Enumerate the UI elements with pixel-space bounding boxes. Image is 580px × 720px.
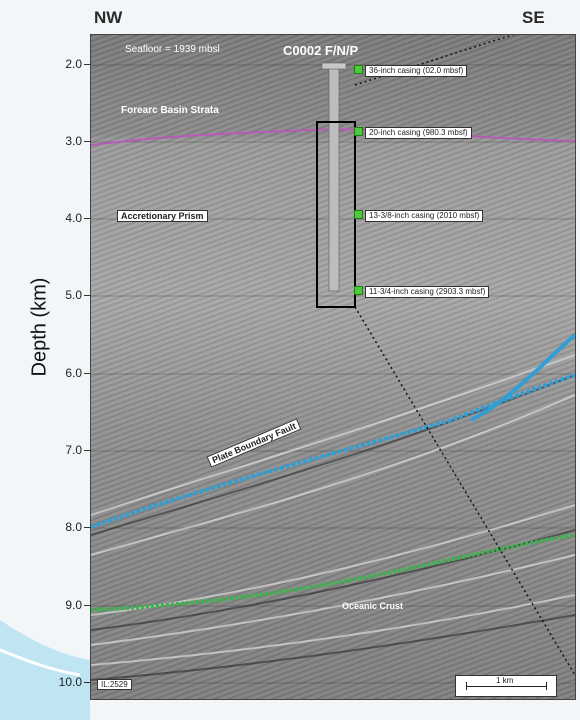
inline-id: IL:2529: [97, 679, 132, 690]
casing-marker: [354, 127, 363, 136]
forearc-horizon: [91, 128, 575, 146]
direction-se: SE: [522, 8, 545, 27]
guide-line-bottom: [354, 306, 575, 676]
tick-mark: [84, 141, 90, 142]
tick-8: 8.0: [65, 520, 82, 534]
tick-6: 6.0: [65, 366, 82, 380]
decorative-swoosh: [0, 620, 90, 720]
tick-mark: [84, 64, 90, 65]
tick-3: 3.0: [65, 134, 82, 148]
well-name: C0002 F/N/P: [283, 43, 359, 58]
tick-mark: [84, 295, 90, 296]
scale-cap: [546, 682, 547, 690]
seafloor-label: Seafloor = 1939 mbsl: [125, 44, 220, 55]
tick-mark: [84, 605, 90, 606]
tick-mark: [84, 527, 90, 528]
seismic-section: Seafloor = 1939 mbsl C0002 F/N/P Forearc…: [90, 34, 576, 700]
borehole: [328, 62, 340, 292]
accretionary-prism-label: Accretionary Prism: [117, 210, 208, 222]
tick-9: 9.0: [65, 598, 82, 612]
tick-7: 7.0: [65, 443, 82, 457]
oceanic-crust-label: Oceanic Crust: [342, 601, 404, 611]
guide-line-top: [354, 35, 515, 86]
casing-label-11-3-4: 11-3/4-inch casing (2903.3 mbsf): [365, 286, 490, 298]
scale-bar-box: 1 km: [455, 675, 557, 697]
casing-label-13-3-8: 13-3/8-inch casing (2010 mbsf): [365, 210, 484, 222]
scale-label: 1 km: [496, 676, 514, 685]
oceanic-crust-horizon: [91, 533, 575, 612]
tick-4: 4.0: [65, 211, 82, 225]
tick-mark: [84, 218, 90, 219]
tick-5: 5.0: [65, 288, 82, 302]
casing-label-36: 36-inch casing (02.0 mbsf): [365, 65, 468, 77]
tick-mark: [84, 450, 90, 451]
seismic-overlay: [91, 35, 575, 684]
tick-10: 10.0: [58, 675, 82, 689]
tick-mark: [84, 373, 90, 374]
plate-boundary-fault: [91, 373, 575, 529]
tick-mark: [84, 682, 90, 683]
casing-marker: [354, 65, 363, 74]
tick-2: 2.0: [65, 57, 82, 71]
wellhead: [321, 62, 347, 70]
casing-marker: [354, 210, 363, 219]
scale-cap: [466, 682, 467, 690]
casing-marker: [354, 286, 363, 295]
casing-label-20: 20-inch casing (980.3 mbsf): [365, 127, 472, 139]
scale-bar: [466, 686, 546, 687]
fault-splay: [470, 333, 575, 422]
forearc-basin-label: Forearc Basin Strata: [121, 105, 219, 116]
direction-nw: NW: [94, 8, 123, 27]
